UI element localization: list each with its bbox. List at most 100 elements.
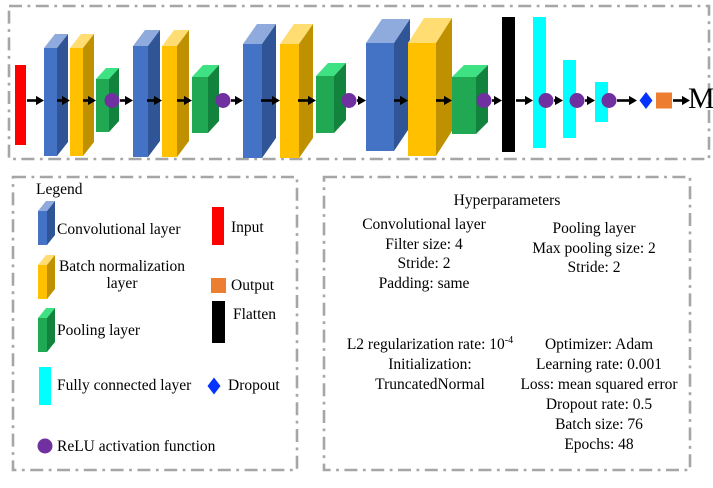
flow-arrowhead (184, 95, 192, 106)
batchnorm-layer-block (280, 44, 299, 158)
conv-layer-block-top (366, 19, 410, 43)
flatten-layer-block (502, 17, 515, 152)
batchnorm-layer-block-top (280, 24, 313, 44)
hyperparameter-line: Optimizer: Adam (544, 336, 654, 353)
flow-arrowhead (494, 95, 502, 106)
batchnorm-layer-block-side (436, 18, 452, 156)
hyperparameter-line: Epochs: 48 (564, 436, 634, 453)
legend-label-convolutional: Convolutional layer (57, 221, 181, 238)
legend-panel-border (11, 175, 299, 472)
hyperparameter-line: Learning rate: 0.001 (535, 356, 663, 373)
legend-swatch-conv-side (47, 201, 55, 245)
hyperparameters-panel-border (322, 175, 692, 472)
conv-layer-block-side (57, 34, 68, 156)
pooling-layer-block-top (192, 65, 219, 77)
pooling-layer-block (96, 79, 109, 132)
pooling-layer-block-top (96, 68, 119, 79)
pooling-layer-block (316, 76, 334, 133)
legend-label-dropout: Dropout (228, 377, 280, 394)
relu-activation-circle (104, 93, 120, 108)
flow-arrowhead (358, 95, 366, 106)
legend-label-flatten: Flatten (233, 306, 277, 323)
batchnorm-layer-block-top (162, 30, 189, 46)
legend-swatch-batchnorm (38, 265, 47, 299)
flow-arrowhead (308, 95, 316, 106)
legend-swatch-relu (37, 438, 53, 454)
hyperparameter-line: L2 regularization rate: 10-4 (346, 334, 514, 353)
batchnorm-layer-block-top (70, 34, 94, 48)
batchnorm-layer-block (70, 48, 83, 156)
hyperparameter-line: TruncatedNormal (375, 376, 485, 393)
flow-arrowhead (88, 95, 96, 106)
legend-swatch-fc (39, 367, 51, 405)
conv-layer-block-top (133, 30, 160, 46)
pooling-layer-block-top (316, 63, 346, 76)
output-block (656, 92, 672, 109)
hyperparameter-line: Dropout rate: 0.5 (545, 396, 653, 413)
flow-arrowhead (444, 95, 452, 106)
hyperparameters-title: Hyperparameters (453, 192, 561, 209)
legend-label-relu: ReLU activation function (57, 438, 216, 455)
relu-activation-circle (476, 93, 492, 108)
hyperparameters-conv-section: Convolutional layer Filter size: 4 Stride:… (329, 215, 519, 293)
fc-layer-block (563, 60, 576, 138)
dropout-diamond (639, 92, 653, 109)
legend-swatch-output (211, 278, 226, 293)
flow-arrowhead (154, 95, 162, 106)
hyperparameter-line: Filter size: 4 (385, 235, 463, 253)
flow-arrowhead (125, 95, 133, 106)
flow-arrowhead (272, 95, 280, 106)
relu-activation-circle (569, 93, 585, 108)
legend-swatch-conv-top (38, 201, 55, 211)
flow-arrowhead (62, 95, 70, 106)
legend-swatch-conv (38, 211, 47, 245)
fc-layer-block (595, 82, 608, 122)
batchnorm-layer-block-side (299, 24, 313, 158)
legend-swatch-pooling-top (38, 308, 55, 318)
conv-layer-block (44, 48, 57, 156)
hyperparameter-line: Stride: 2 (397, 255, 451, 272)
hyperparameter-line: Stride: 2 (567, 259, 621, 276)
hyperparameter-line: Padding: same (378, 274, 470, 292)
hyperparameters-training-section: Optimizer: Adam Learning rate: 0.001 Loss:… (510, 335, 688, 455)
hyperparameter-line: Pooling layer (552, 220, 636, 237)
conv-layer-block (366, 43, 394, 151)
conv-layer-block-side (148, 30, 160, 157)
legend-label-output: Output (231, 277, 275, 294)
hyperparameters-regularization-section: L2 regularization rate: 10-4 Initializati… (324, 335, 536, 395)
batchnorm-layer-block (162, 46, 177, 157)
flow-arrowhead (36, 95, 44, 106)
legend-label-pooling: Pooling layer (57, 322, 141, 339)
flow-arrowhead (400, 95, 408, 106)
legend-swatch-batchnorm-side (47, 255, 55, 299)
legend-swatch-pooling (38, 318, 47, 352)
hyperparameters-pooling-section: Pooling layer Max pooling size: 2 Stride: … (499, 219, 689, 278)
architecture-panel-border (7, 4, 711, 161)
hyperparameter-line: Max pooling size: 2 (532, 239, 656, 257)
pooling-layer-block-side (208, 65, 219, 133)
conv-layer-block-side (262, 24, 276, 158)
flow-arrowhead (682, 95, 690, 106)
batchnorm-layer-block (408, 43, 436, 156)
pooling-layer-block (192, 77, 208, 133)
legend-swatch-batchnorm-top (38, 255, 55, 265)
batchnorm-layer-block-side (177, 30, 189, 157)
hyperparameter-line: Initialization: (388, 356, 472, 373)
conv-layer-block-top (44, 34, 68, 48)
legend-swatch-pooling-side (47, 308, 55, 352)
hyperparameter-line: Loss: mean squared error (520, 376, 678, 393)
hyperparameter-line: Convolutional layer (362, 216, 486, 233)
input-layer-block (15, 65, 26, 145)
batchnorm-layer-block-side (83, 34, 94, 156)
legend-title: Legend (36, 181, 83, 198)
relu-activation-circle (538, 93, 554, 108)
conv-layer-block-side (394, 19, 410, 151)
model-output-label: M (688, 82, 713, 115)
pooling-layer-block (452, 77, 476, 134)
legend-label-batchnorm: Batch normalization layer (58, 258, 186, 292)
legend-label-fully-connected: Fully connected layer (57, 377, 192, 394)
flow-arrowhead (235, 95, 243, 106)
hyperparameter-line: Batch size: 76 (555, 416, 643, 433)
